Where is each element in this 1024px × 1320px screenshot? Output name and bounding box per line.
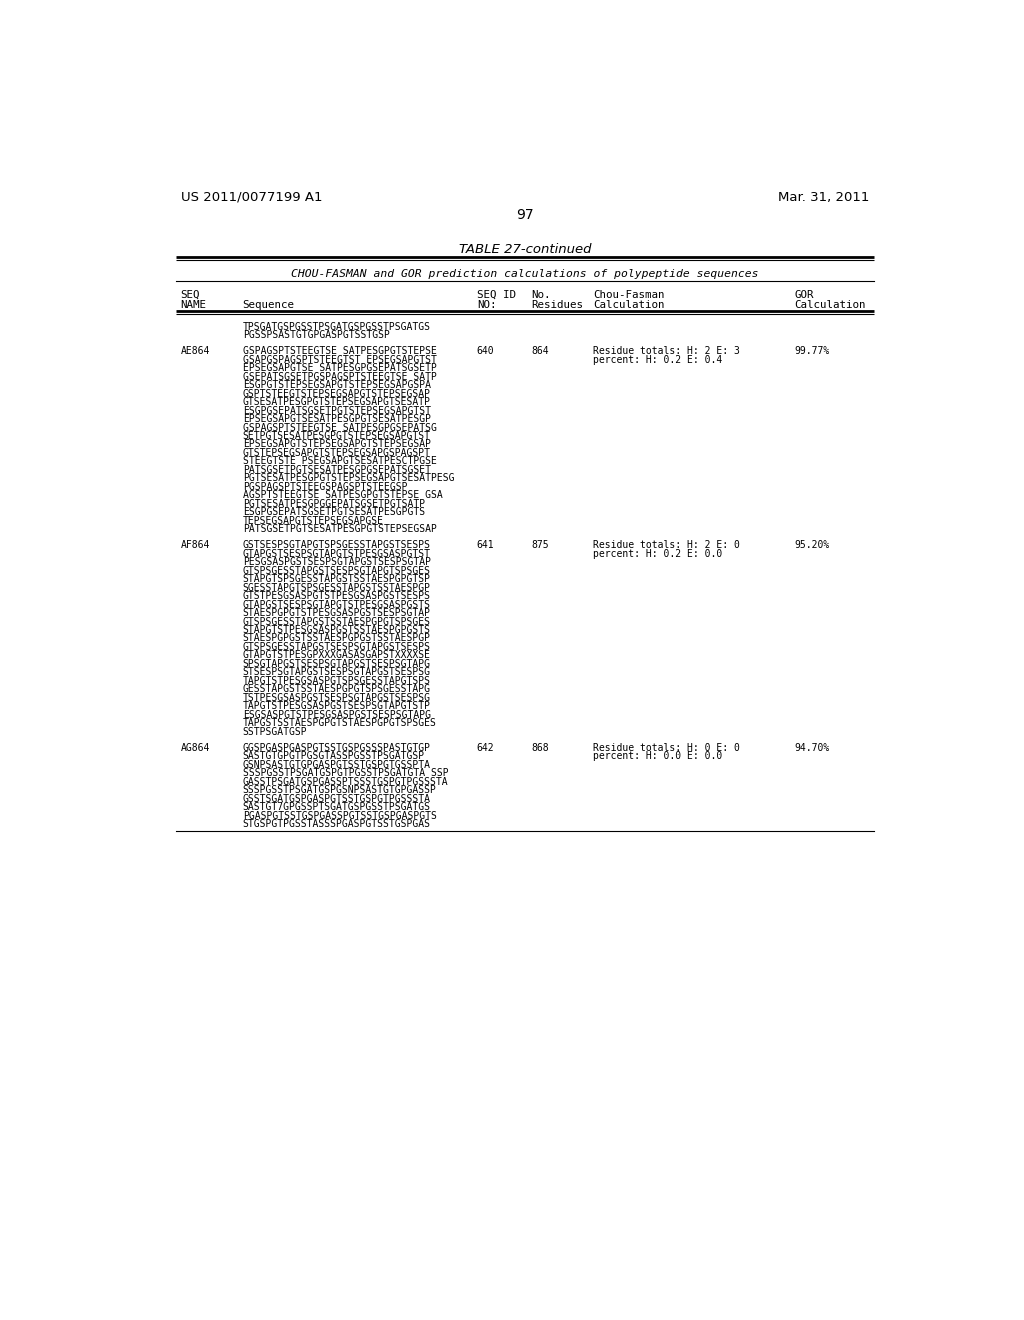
Text: 642: 642 bbox=[477, 743, 495, 752]
Text: PESGSASPGSTSESPSGTAPGSTSESPSGTAP: PESGSASPGSTSESPSGTAPGSTSESPSGTAP bbox=[243, 557, 431, 568]
Text: GGSPGASPGASPGTSSTGSPGSSSPASTGTGP: GGSPGASPGASPGTSSTGSPGSSSPASTGTGP bbox=[243, 743, 431, 752]
Text: SASTGT7GPGSSPTSGATGSPGSSTPSGATGS: SASTGT7GPGSSPTSGATGSPGSSTPSGATGS bbox=[243, 803, 431, 812]
Text: TAPGTSTPESGSASPGTSPSGESSTAPGTSPS: TAPGTSTPESGSASPGTSPSGESSTAPGTSPS bbox=[243, 676, 431, 686]
Text: AF864: AF864 bbox=[180, 540, 210, 550]
Text: STAESPGPGSTSSTAESPGPGSTSSTAESPGP: STAESPGPGSTSSTAESPGPGSTSSTAESPGP bbox=[243, 634, 431, 643]
Text: ESGPGSEPATSGSETPGTSESATPESGPGTS: ESGPGSEPATSGSETPGTSESATPESGPGTS bbox=[243, 507, 425, 517]
Text: SPSGTAPGSTSESPSGTAPGSTSESPSGTAPG: SPSGTAPGSTSESPSGTAPGSTSESPSGTAPG bbox=[243, 659, 431, 669]
Text: GSPTSTEEGTSTEPSEGSAPGTSTEPSEGSAP: GSPTSTEEGTSTEPSEGSAPGTSTEPSEGSAP bbox=[243, 388, 431, 399]
Text: PGSPAGSPTSTEEGSPAGSPTSTEEGSP: PGSPAGSPTSTEEGSPAGSPTSTEEGSP bbox=[243, 482, 408, 492]
Text: AE864: AE864 bbox=[180, 346, 210, 356]
Text: GTSTPESGSASPGTSTPESGSASPGSTSESPS: GTSTPESGSASPGTSTPESGSASPGSTSESPS bbox=[243, 591, 431, 601]
Text: NAME: NAME bbox=[180, 300, 207, 310]
Text: Residue totals: H: 2 E: 3: Residue totals: H: 2 E: 3 bbox=[593, 346, 740, 356]
Text: ESGSASPGTSTPESGSASPGSTSESPSGTAPG: ESGSASPGTSTPESGSASPGSTSESPSGTAPG bbox=[243, 710, 431, 719]
Text: Chou-Fasman: Chou-Fasman bbox=[593, 290, 665, 300]
Text: Residue totals: H: 2 E: 0: Residue totals: H: 2 E: 0 bbox=[593, 540, 740, 550]
Text: GSEPATSGSETPGSPAGSPTSTEEGTSE SATP: GSEPATSGSETPGSPAGSPTSTEEGTSE SATP bbox=[243, 372, 436, 381]
Text: GSPAGSPTSTEEGTSE SATPESGPGTSTEPSE: GSPAGSPTSTEEGTSE SATPESGPGTSTEPSE bbox=[243, 346, 436, 356]
Text: STSESPSGTAPGSTSESPSGTAPGSTSESPSG: STSESPSGTAPGSTSESPSGTAPGSTSESPSG bbox=[243, 668, 431, 677]
Text: STGSPGTPGSSTASSSPGASPGTSSTGSPGAS: STGSPGTPGSSTASSSPGASPGTSSTGSPGAS bbox=[243, 818, 431, 829]
Text: Calculation: Calculation bbox=[593, 300, 665, 310]
Text: TSTPESGSASPGSTSESPSGTAPGSTSESPSG: TSTPESGSASPGSTSESPSGTAPGSTSESPSG bbox=[243, 693, 431, 702]
Text: GSNPSASTGTGPGASPGTSSTGSPGTGSSPTA: GSNPSASTGTGPGASPGTSSTGSPGTGSSPTA bbox=[243, 760, 431, 770]
Text: TABLE 27-continued: TABLE 27-continued bbox=[459, 243, 591, 256]
Text: SSSPGSSTPSGATGSPGTPGSSTPSGATGTA SSP: SSSPGSSTPSGATGSPGTPGSSTPSGATGTA SSP bbox=[243, 768, 449, 779]
Text: GTSESATPESGPGTSTEPSEGSAPGTSESATP: GTSESATPESGPGTSTEPSEGSAPGTSESATP bbox=[243, 397, 431, 407]
Text: GTAPGSTSESPSGTAPGTSTPESGSASPGSTS: GTAPGSTSESPSGTAPGTSTPESGSASPGSTS bbox=[243, 599, 431, 610]
Text: SEQ ID: SEQ ID bbox=[477, 290, 516, 300]
Text: Residues: Residues bbox=[531, 300, 583, 310]
Text: SEQ: SEQ bbox=[180, 290, 201, 300]
Text: Residue totals: H: 0 E: 0: Residue totals: H: 0 E: 0 bbox=[593, 743, 740, 752]
Text: 640: 640 bbox=[477, 346, 495, 356]
Text: GESSTAPGSTSSTAESPGPGTSPSGESSTAPG: GESSTAPGSTSSTAESPGPGTSPSGESSTAPG bbox=[243, 684, 431, 694]
Text: GTAPGTSTPESGPXXXGASASGAPSTXXXXSE: GTAPGTSTPESGPXXXGASASGAPSTXXXXSE bbox=[243, 651, 431, 660]
Text: GTSTEPSEGSAPGTSTEPSEGSAPGSPAGSPT: GTSTEPSEGSAPGTSTEPSEGSAPGSPAGSPT bbox=[243, 447, 431, 458]
Text: ESGPGTSTEPSEGSAPGTSTEPSEGSAPGSPA: ESGPGTSTEPSEGSAPGTSTEPSEGSAPGSPA bbox=[243, 380, 431, 391]
Text: 97: 97 bbox=[516, 209, 534, 223]
Text: EPSEGSAPGTSE SATPESGPGSEPATSGSETP: EPSEGSAPGTSE SATPESGPGSEPATSGSETP bbox=[243, 363, 436, 374]
Text: PGTSESATPESGPGGEPATSGSETPGTSATP: PGTSESATPESGPGGEPATSGSETPGTSATP bbox=[243, 499, 425, 508]
Text: STAPGTSPSGESSTAPGSTSSTAESPGPGTSP: STAPGTSPSGESSTAPGSTSSTAESPGPGTSP bbox=[243, 574, 431, 585]
Text: percent: H: 0.0 E: 0.0: percent: H: 0.0 E: 0.0 bbox=[593, 751, 722, 762]
Text: SETPGTSESATPESGPGTSTEPSEGSAPGTST: SETPGTSESATPESGPGTSTEPSEGSAPGTST bbox=[243, 430, 431, 441]
Text: STAPGTSTPESGSASPGSTSSTAESPGPGSTS: STAPGTSTPESGSASPGSTSSTAESPGPGSTS bbox=[243, 626, 431, 635]
Text: SASTGTGPGTPGSGTASSPGSSTPSGATGSP: SASTGTGPGTPGSGTASSPGSSTPSGATGSP bbox=[243, 751, 425, 762]
Text: percent: H: 0.2 E: 0.0: percent: H: 0.2 E: 0.0 bbox=[593, 549, 722, 558]
Text: TAPGSTSSTAESPGPGTSTAESPGPGTSPSGES: TAPGSTSSTAESPGPGTSTAESPGPGTSPSGES bbox=[243, 718, 436, 729]
Text: AG864: AG864 bbox=[180, 743, 210, 752]
Text: GOR: GOR bbox=[795, 290, 814, 300]
Text: GSAPGSPAGSPTSTEEGTST EPSEGSAPGTST: GSAPGSPAGSPTSTEEGTST EPSEGSAPGTST bbox=[243, 355, 436, 364]
Text: PGTSESATPESGPGTSTEPSEGSAPGTSESATPESG: PGTSESATPESGPGTSTEPSEGSAPGTSESATPESG bbox=[243, 474, 455, 483]
Text: GASSTPSGATGSPGASSPTSSSTGSPGTPGSSSTA: GASSTPSGATGSPGASSPTSSSTGSPGTPGSSSTA bbox=[243, 776, 449, 787]
Text: PATSGSETPGTSESATPESGPGSEPATSGSET: PATSGSETPGTSESATPESGPGSEPATSGSET bbox=[243, 465, 431, 475]
Text: 864: 864 bbox=[531, 346, 549, 356]
Text: NO:: NO: bbox=[477, 300, 497, 310]
Text: GTSPSGESSTAPGSTSSTAESPGPGTSPSGES: GTSPSGESSTAPGSTSSTAESPGPGTSPSGES bbox=[243, 616, 431, 627]
Text: STAESPGPGTSTPESGSASPGSTSESPSGTAP: STAESPGPGTSTPESGSASPGSTSESPSGTAP bbox=[243, 609, 431, 618]
Text: 875: 875 bbox=[531, 540, 549, 550]
Text: SSSPGSSTPSGATGSPGSNPSASTGTGPGASSP: SSSPGSSTPSGATGSPGSNPSASTGTGPGASSP bbox=[243, 785, 436, 795]
Text: Mar. 31, 2011: Mar. 31, 2011 bbox=[777, 191, 869, 203]
Text: GSSTSGATGSPGASPGTSSTGSPGTPGSSSTA: GSSTSGATGSPGASPGTSSTGSPGTPGSSSTA bbox=[243, 793, 431, 804]
Text: 641: 641 bbox=[477, 540, 495, 550]
Text: No.: No. bbox=[531, 290, 551, 300]
Text: SGESSTAPGTSPSGESSTAPGSTSSTAESPGP: SGESSTAPGTSPSGESSTAPGSTSSTAESPGP bbox=[243, 582, 431, 593]
Text: EPSEGSAPGTSTEPSEGSAPGTSTEPSEGSAP: EPSEGSAPGTSTEPSEGSAPGTSTEPSEGSAP bbox=[243, 440, 431, 449]
Text: GSPAGSPTSTEEGTSE SATPESGPGSEPATSG: GSPAGSPTSTEEGTSE SATPESGPGSEPATSG bbox=[243, 422, 436, 433]
Text: EPSEGSAPGTSESATPESGPGTSESATPESGP: EPSEGSAPGTSESATPESGPGTSESATPESGP bbox=[243, 414, 431, 424]
Text: PGSSPSASTGTGPGASPGTSSTGSP: PGSSPSASTGTGPGASPGTSSTGSP bbox=[243, 330, 389, 341]
Text: AGSPTSTEEGTSE SATPESGPGTSTEPSE GSA: AGSPTSTEEGTSE SATPESGPGTSTEPSE GSA bbox=[243, 490, 442, 500]
Text: ESGPGSEPATSGSETPGTSTEPSEGSAPGTST: ESGPGSEPATSGSETPGTSTEPSEGSAPGTST bbox=[243, 405, 431, 416]
Text: TPSGATGSPGSSTPSGATGSPGSSTPSGATGS: TPSGATGSPGSSTPSGATGSPGSSTPSGATGS bbox=[243, 322, 431, 331]
Text: GTSPSGESSTAPGSTSESPSGTAPGSTSESPS: GTSPSGESSTAPGSTSESPSGTAPGSTSESPS bbox=[243, 642, 431, 652]
Text: SSTPSGATGSP: SSTPSGATGSP bbox=[243, 726, 307, 737]
Text: CHOU-FASMAN and GOR prediction calculations of polypeptide sequences: CHOU-FASMAN and GOR prediction calculati… bbox=[291, 268, 759, 279]
Text: 99.77%: 99.77% bbox=[795, 346, 829, 356]
Text: GTSPSGESSTAPGSTSESPSGTAPGTSPSGES: GTSPSGESSTAPGSTSESPSGTAPGTSPSGES bbox=[243, 566, 431, 576]
Text: PATSGSETPGTSESATPESGPGTSTEPSEGSAP: PATSGSETPGTSESATPESGPGTSTEPSEGSAP bbox=[243, 524, 436, 535]
Text: 94.70%: 94.70% bbox=[795, 743, 829, 752]
Text: 95.20%: 95.20% bbox=[795, 540, 829, 550]
Text: US 2011/0077199 A1: US 2011/0077199 A1 bbox=[180, 191, 323, 203]
Text: Calculation: Calculation bbox=[795, 300, 866, 310]
Text: GTAPGSTSESPSGTAPGTSTPESGSASPGTST: GTAPGSTSESPSGTAPGTSTPESGSASPGTST bbox=[243, 549, 431, 558]
Text: GSTSESPSGTAPGTSPSGESSTAPGSTSESPS: GSTSESPSGTAPGTSPSGESSTAPGSTSESPS bbox=[243, 540, 431, 550]
Text: 868: 868 bbox=[531, 743, 549, 752]
Text: Sequence: Sequence bbox=[243, 300, 295, 310]
Text: STEEGTSTE PSEGSAPGTSESATPESCTPGSE: STEEGTSTE PSEGSAPGTSESATPESCTPGSE bbox=[243, 457, 436, 466]
Text: TEPSEGSAPGTSTEPSEGSAPGSE: TEPSEGSAPGTSTEPSEGSAPGSE bbox=[243, 516, 384, 525]
Text: TAPGTSTPESGSASPGSTSESPSGTAPGTSTP: TAPGTSTPESGSASPGSTSESPSGTAPGTSTP bbox=[243, 701, 431, 711]
Text: percent: H: 0.2 E: 0.4: percent: H: 0.2 E: 0.4 bbox=[593, 355, 722, 364]
Text: PGASPGTSSTGSPGASSPGTSSTGSPGASPGTS: PGASPGTSSTGSPGASSPGTSSTGSPGASPGTS bbox=[243, 810, 436, 821]
